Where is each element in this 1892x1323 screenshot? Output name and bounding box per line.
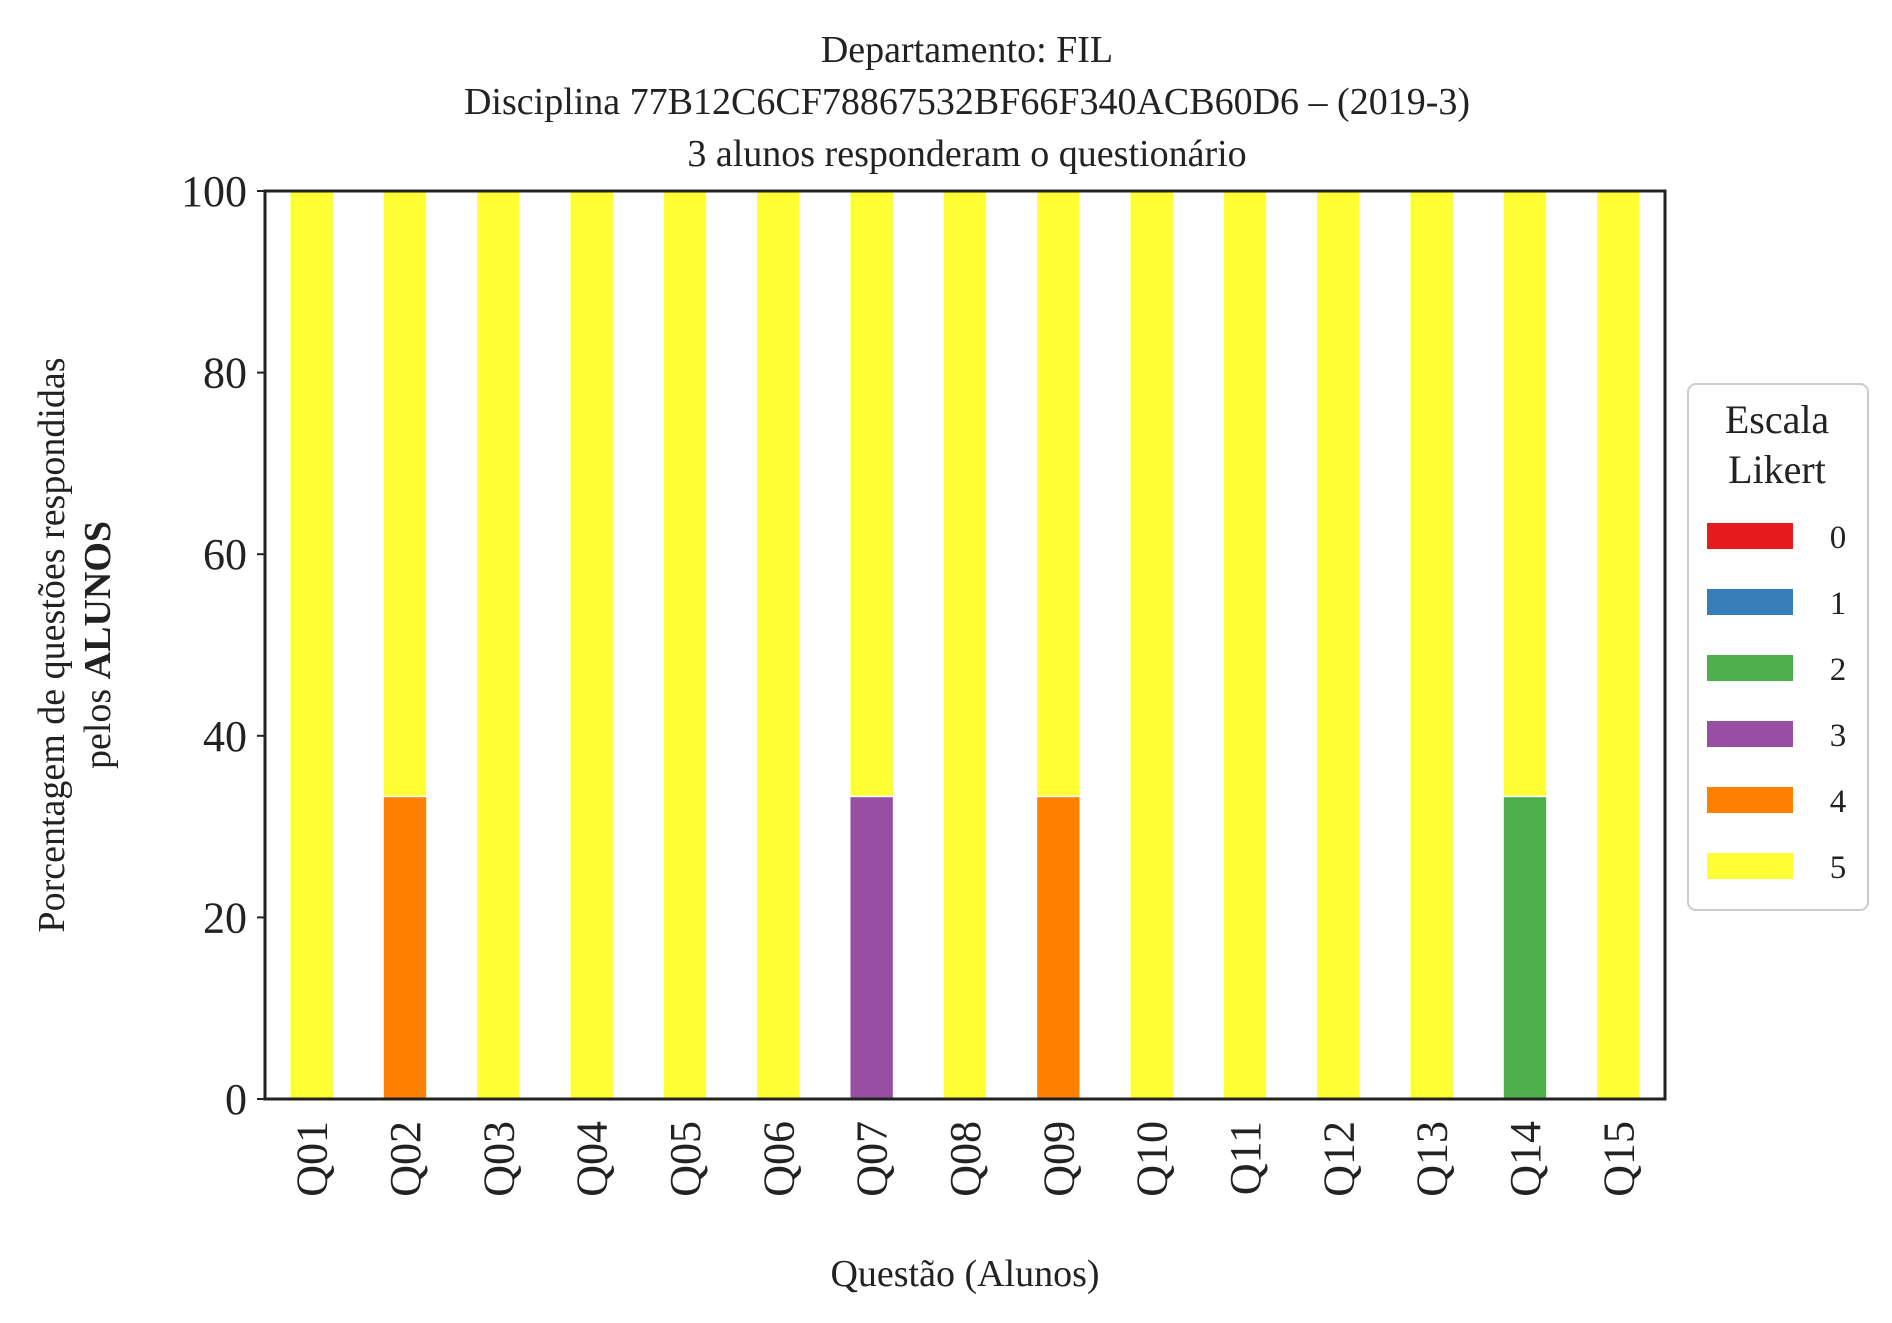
legend-label-0: 0	[1830, 520, 1847, 556]
legend-swatch-2	[1707, 655, 1793, 681]
bar-q04-level-5	[568, 190, 615, 1100]
bar-q08-level-5	[942, 190, 988, 1100]
x-tick-label-q11: Q11	[1221, 1121, 1270, 1195]
x-tick-label-q10: Q10	[1128, 1121, 1177, 1197]
x-tick-label-q04: Q04	[568, 1121, 617, 1197]
legend-label-3: 3	[1830, 718, 1847, 754]
title-line-3: 3 alunos responderam o questionário	[687, 133, 1246, 175]
bar-q02-level-4	[382, 795, 428, 1100]
bar-q10-level-5	[1128, 190, 1175, 1100]
x-tick-label-q05: Q05	[661, 1121, 710, 1197]
legend-label-5: 5	[1830, 850, 1847, 886]
y-tick-label-100: 100	[181, 167, 247, 216]
title-line-1: Departamento: FIL	[821, 29, 1113, 71]
bar-q03-level-5	[475, 190, 522, 1100]
y-tick-label-20: 20	[203, 893, 247, 942]
plot-frame	[263, 189, 1667, 1101]
bar-q12-level-5	[1315, 190, 1362, 1100]
bar-group	[288, 190, 1642, 1100]
legend-swatch-1	[1707, 589, 1793, 615]
legend-title-line-1: Escala	[1725, 397, 1830, 442]
x-tick-labels: Q01 Q02 Q03 Q04 Q05 Q06 Q07 Q08 Q09 Q10 Q11 Q12 Q13 Q…	[288, 1121, 1644, 1197]
y-axis-label-line1: Porcentagem de questões respondidas	[31, 357, 73, 932]
y-axis-label: Porcentagem de questões respondidas pelo…	[31, 357, 119, 932]
x-tick-label-q09: Q09	[1034, 1121, 1083, 1197]
x-axis-label: Questão (Alunos)	[830, 1253, 1099, 1295]
x-tick-label-q15: Q15	[1594, 1121, 1643, 1197]
legend-swatch-0	[1707, 523, 1793, 549]
bar-q06-level-5	[755, 190, 802, 1100]
bar-q11-level-5	[1222, 190, 1268, 1100]
x-tick-label-q13: Q13	[1408, 1121, 1457, 1197]
x-tick-label-q14: Q14	[1501, 1121, 1550, 1197]
x-tick-label-q06: Q06	[754, 1121, 803, 1197]
legend-label-1: 1	[1830, 586, 1847, 622]
bar-q02-level-5	[382, 190, 428, 798]
y-axis-label-bold: ALUNOS	[77, 521, 119, 679]
x-tick-label-q03: Q03	[474, 1121, 523, 1197]
legend-swatch-4	[1707, 787, 1793, 813]
x-tick-label-q12: Q12	[1314, 1121, 1363, 1197]
bar-q14-level-2	[1502, 795, 1548, 1100]
y-tick-label-80: 80	[203, 349, 247, 398]
y-tick-labels: 0 20 40 60 80 100	[181, 167, 265, 1124]
legend: Escala Likert 0 1 2 3 4 5	[1687, 383, 1869, 911]
chart-title: Departamento: FIL Disciplina 77B12C6CF78…	[464, 29, 1470, 175]
bar-q09-level-4	[1035, 795, 1082, 1100]
bar-q07-level-3	[848, 795, 895, 1100]
legend-title-line-2: Likert	[1728, 447, 1826, 492]
y-tick-label-40: 40	[203, 712, 247, 761]
bar-q05-level-5	[662, 190, 708, 1100]
legend-label-4: 4	[1830, 784, 1847, 820]
legend-swatch-3	[1707, 721, 1793, 747]
bar-q14-level-5	[1502, 190, 1548, 798]
legend-frame	[1687, 383, 1869, 911]
bar-q01-level-5	[288, 190, 335, 1100]
y-axis-label-line2: pelos ALUNOS	[77, 521, 119, 769]
bar-q15-level-5	[1595, 190, 1642, 1100]
x-tick-label-q02: Q02	[381, 1121, 430, 1197]
bar-q13-level-5	[1408, 190, 1455, 1100]
title-line-2: Disciplina 77B12C6CF78867532BF66F340ACB6…	[464, 81, 1470, 123]
legend-label-2: 2	[1830, 652, 1847, 688]
bar-q07-level-5	[848, 190, 895, 798]
y-tick-label-60: 60	[203, 530, 247, 579]
y-tick-label-0: 0	[225, 1075, 247, 1124]
legend-items: 0 1 2 3 4 5	[1707, 520, 1846, 886]
bar-q09-level-5	[1035, 190, 1082, 798]
x-tick-label-q07: Q07	[848, 1121, 897, 1197]
y-axis-label-prefix: pelos	[77, 679, 119, 769]
x-tick-label-q08: Q08	[941, 1121, 990, 1197]
legend-swatch-5	[1707, 853, 1793, 879]
x-tick-label-q01: Q01	[288, 1121, 337, 1197]
